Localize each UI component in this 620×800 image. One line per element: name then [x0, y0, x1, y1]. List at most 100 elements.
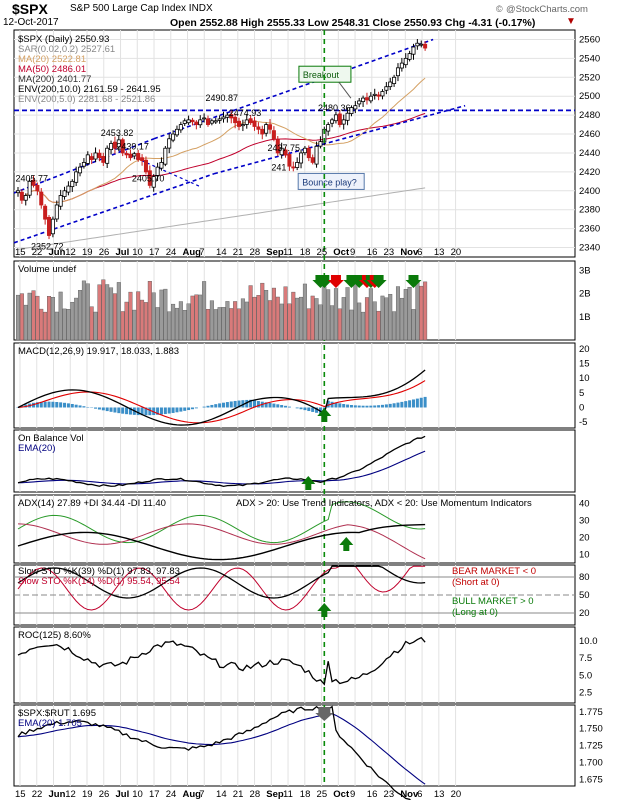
volume-bar: [419, 285, 424, 341]
macd-histogram-bar: [82, 406, 86, 408]
macd-histogram-bar: [245, 399, 249, 408]
macd-histogram-bar: [365, 405, 369, 408]
macd-histogram-bar: [66, 403, 70, 408]
price-candle: [399, 62, 404, 69]
macd-histogram-bar: [163, 407, 167, 415]
volume-bar: [357, 302, 362, 341]
x-tick-label-bottom: 15: [15, 789, 26, 800]
macd-histogram-bar: [202, 406, 206, 408]
x-tick-label-top: 28: [250, 247, 261, 258]
ma20-line: [17, 77, 426, 204]
volume-bar: [337, 308, 342, 341]
price-candle: [167, 138, 172, 149]
price-candle: [279, 147, 284, 156]
price-candle: [54, 204, 59, 220]
price-tick-label: 2360: [579, 224, 600, 235]
roc-line: [17, 636, 426, 686]
sto-tick-label: 50: [579, 590, 590, 601]
adx-tick-label: 30: [579, 516, 590, 527]
price-candle: [225, 114, 230, 118]
volume-bar: [190, 295, 195, 341]
price-candle: [202, 117, 207, 120]
price-candle: [78, 166, 83, 174]
price-candle: [39, 191, 44, 206]
volume-bar: [143, 302, 148, 341]
x-tick-label-top: 9: [350, 247, 355, 258]
ratio-ema-line: [17, 713, 426, 785]
x-tick-label-bottom: 21: [233, 789, 244, 800]
roc-label: ROC(125) 8.60%: [18, 630, 91, 641]
macd-histogram-bar: [249, 399, 253, 408]
macd-histogram-bar: [159, 407, 163, 415]
macd-signal-line: [17, 380, 426, 424]
signal-arrow-down-icon: [370, 275, 387, 288]
volume-bar: [16, 294, 21, 341]
signal-arrow-down-icon: [327, 275, 344, 288]
chart-title: $SPX: [12, 1, 48, 17]
x-tick-label-bottom: 28: [250, 789, 261, 800]
macd-histogram-bar: [369, 405, 373, 408]
macd-histogram-bar: [408, 400, 412, 408]
x-tick-label-top: Sep: [266, 247, 284, 258]
volume-bar: [364, 297, 369, 341]
macd-histogram-bar: [144, 407, 148, 416]
bear-market-label: BEAR MARKET < 0: [452, 566, 536, 577]
volume-bar: [174, 307, 179, 341]
price-candle: [295, 162, 300, 168]
price-candle: [248, 118, 253, 124]
price-candle: [287, 154, 292, 167]
price-candle: [70, 180, 75, 188]
obv-legend-item: EMA(20): [18, 443, 55, 454]
bounce-callout: Bounce play?: [302, 177, 357, 187]
volume-bar: [116, 282, 121, 341]
volume-bar: [252, 296, 257, 341]
signal-arrow-up-icon: [301, 476, 316, 490]
price-candle: [380, 91, 385, 97]
volume-bar: [213, 309, 218, 341]
price-candle: [163, 147, 168, 165]
price-legend-item: MA(50) 2486.01: [18, 64, 86, 75]
macd-histogram-bar: [256, 401, 260, 408]
price-candle: [384, 86, 389, 91]
volume-bar: [217, 307, 222, 341]
macd-histogram-bar: [16, 407, 20, 408]
volume-bar: [136, 291, 141, 341]
volume-bar: [159, 289, 164, 341]
volume-bar: [62, 308, 67, 341]
sto14-line: [17, 565, 426, 611]
macd-histogram-bar: [152, 407, 156, 416]
price-candle: [31, 179, 36, 186]
price-candle: [306, 147, 311, 159]
x-tick-label-bottom: 16: [367, 789, 378, 800]
price-candle: [174, 128, 179, 136]
macd-histogram-bar: [70, 403, 74, 408]
price-legend-item: MA(200) 2401.77: [18, 74, 91, 85]
price-candle: [256, 126, 261, 130]
macd-histogram-bar: [315, 407, 319, 413]
macd-histogram-bar: [167, 407, 171, 414]
signal-arrow-down-icon: [316, 275, 333, 288]
x-tick-label-bottom: 12: [65, 789, 76, 800]
macd-histogram-bar: [419, 397, 423, 408]
chart-date: 12-Oct-2017: [3, 17, 59, 28]
price-candle: [310, 157, 315, 163]
panel-frame-macd: [13, 342, 576, 429]
price-candle: [221, 116, 226, 120]
price-candle: [252, 120, 257, 127]
volume-bar: [318, 304, 323, 341]
macd-histogram-bar: [233, 400, 237, 408]
adx-note: ADX > 20: Use Trend Indicators, ADX < 20…: [236, 498, 532, 509]
macd-histogram-bar: [377, 405, 381, 408]
volume-bar: [66, 309, 71, 341]
macd-histogram-bar: [63, 402, 67, 408]
price-candle: [318, 141, 323, 147]
macd-histogram-bar: [330, 401, 334, 408]
volume-bar: [349, 309, 354, 341]
volume-bar: [376, 310, 381, 341]
volume-bar: [423, 281, 428, 341]
price-candle: [291, 166, 296, 169]
minus-di-line: [17, 523, 426, 560]
price-tick-label: 2540: [579, 53, 600, 64]
volume-bar: [93, 311, 98, 341]
